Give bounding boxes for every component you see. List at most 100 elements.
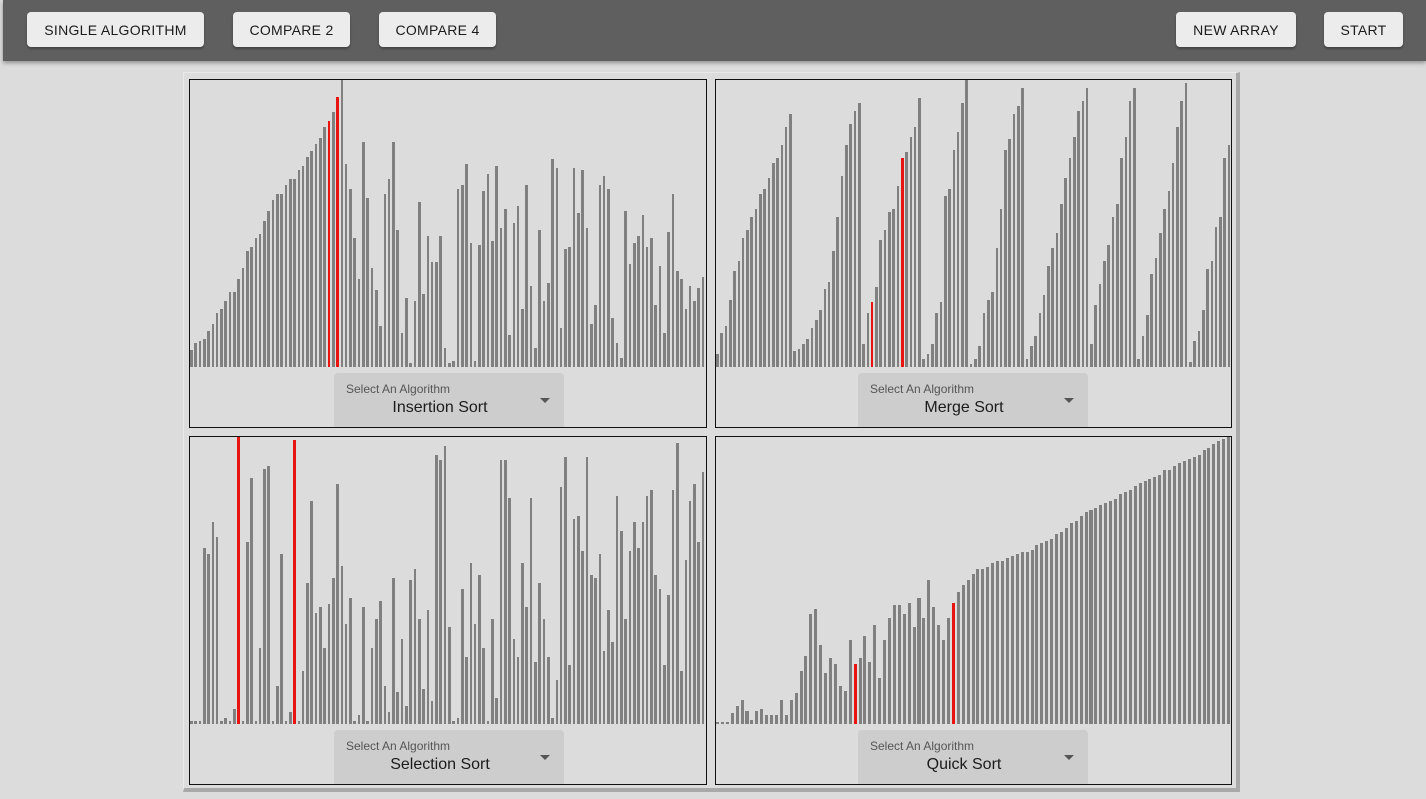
array-bar (503, 209, 507, 367)
array-bar (267, 211, 271, 367)
array-bar (280, 554, 283, 724)
array-bar (602, 176, 606, 367)
array-bar (750, 720, 754, 724)
array-bar (1103, 261, 1106, 367)
array-bar (942, 640, 946, 724)
array-bar (1124, 137, 1128, 367)
array-bar (1197, 455, 1201, 724)
array-bar (362, 607, 365, 724)
array-bar (641, 215, 645, 367)
compare-2-button[interactable]: COMPARE 2 (233, 12, 350, 47)
array-bar (720, 333, 723, 367)
array-bar (237, 279, 240, 367)
array-bar (986, 567, 990, 724)
array-bar (1020, 552, 1024, 724)
compare-4-button[interactable]: COMPARE 4 (379, 12, 496, 47)
array-bar (396, 230, 400, 367)
array-bar (374, 290, 378, 367)
array-bar (1001, 561, 1005, 724)
array-bar (263, 221, 266, 367)
array-bar (1176, 127, 1179, 367)
array-bar (1182, 461, 1186, 724)
array-bar (701, 472, 705, 724)
array-bar (730, 713, 734, 724)
array-bar (396, 692, 400, 724)
array-bar (935, 313, 938, 367)
array-bar (228, 292, 232, 367)
array-bar (827, 282, 831, 367)
array-bar (971, 574, 975, 724)
array-bar (577, 516, 580, 724)
array-bar (650, 238, 653, 367)
array-bar (465, 657, 468, 724)
single-algorithm-button[interactable]: SINGLE ALGORITHM (27, 12, 204, 47)
algorithm-select[interactable]: Select An Algorithm Selection Sort (334, 730, 564, 784)
array-bar (340, 80, 344, 367)
array-bar (896, 186, 900, 367)
array-bar (202, 548, 206, 724)
array-bar (797, 349, 801, 367)
array-bar (460, 589, 464, 724)
array-bar (572, 168, 576, 367)
select-value: Merge Sort (924, 399, 1004, 416)
array-bar (491, 241, 494, 367)
array-bar (254, 238, 258, 367)
panel-top-left: Select An Algorithm Insertion Sort (189, 79, 707, 428)
array-bar (224, 301, 228, 367)
array-bar (198, 721, 202, 724)
array-bar (737, 261, 741, 367)
array-bar (1060, 204, 1063, 367)
array-bar (697, 288, 701, 367)
new-array-button[interactable]: NEW ARRAY (1176, 12, 1296, 47)
array-bar (306, 157, 309, 367)
array-bar (568, 247, 572, 367)
array-bar (754, 209, 758, 367)
array-bar (922, 359, 926, 367)
start-button[interactable]: START (1324, 12, 1403, 47)
array-bar (417, 619, 421, 724)
array-bar (1015, 554, 1019, 724)
array-bar (961, 103, 964, 367)
algorithm-select[interactable]: Select An Algorithm Merge Sort (858, 373, 1088, 427)
array-bar (379, 601, 382, 724)
array-bar (233, 709, 236, 724)
array-bar (740, 700, 744, 724)
array-bar (254, 721, 258, 724)
array-bar (1089, 510, 1093, 724)
panel-bottom-left: Select An Algorithm Selection Sort (189, 436, 707, 785)
array-bar (1148, 479, 1152, 724)
algorithm-select[interactable]: Select An Algorithm Insertion Sort (334, 373, 564, 427)
array-bar (327, 121, 331, 367)
array-bar (1146, 315, 1149, 367)
array-bar (650, 490, 653, 724)
array-bar (1104, 503, 1108, 724)
array-bar (534, 348, 537, 367)
bar-chart (716, 437, 1231, 724)
array-bar (943, 196, 947, 367)
array-bar (939, 302, 943, 367)
array-bar (503, 460, 507, 724)
array-bar (323, 648, 326, 724)
array-bar (802, 344, 805, 367)
array-bar (735, 706, 739, 724)
visualizer-frame: Select An Algorithm Insertion Sort Selec… (183, 72, 1240, 792)
array-bar (271, 721, 275, 724)
select-value: Selection Sort (390, 756, 490, 773)
array-bar (951, 603, 955, 724)
array-bar (1128, 101, 1132, 367)
algorithm-select[interactable]: Select An Algorithm Quick Sort (858, 730, 1088, 784)
array-bar (594, 305, 597, 367)
array-bar (443, 446, 447, 724)
array-bar (366, 721, 369, 724)
array-bar (499, 460, 503, 724)
array-bar (1133, 486, 1137, 724)
array-bar (508, 335, 511, 367)
array-bar (637, 236, 640, 367)
array-bar (194, 343, 197, 367)
array-bar (336, 484, 339, 724)
array-bar (215, 537, 219, 724)
array-bar (1094, 305, 1098, 367)
array-bar (486, 721, 490, 724)
array-bar (965, 80, 969, 367)
array-bar (1158, 233, 1162, 367)
